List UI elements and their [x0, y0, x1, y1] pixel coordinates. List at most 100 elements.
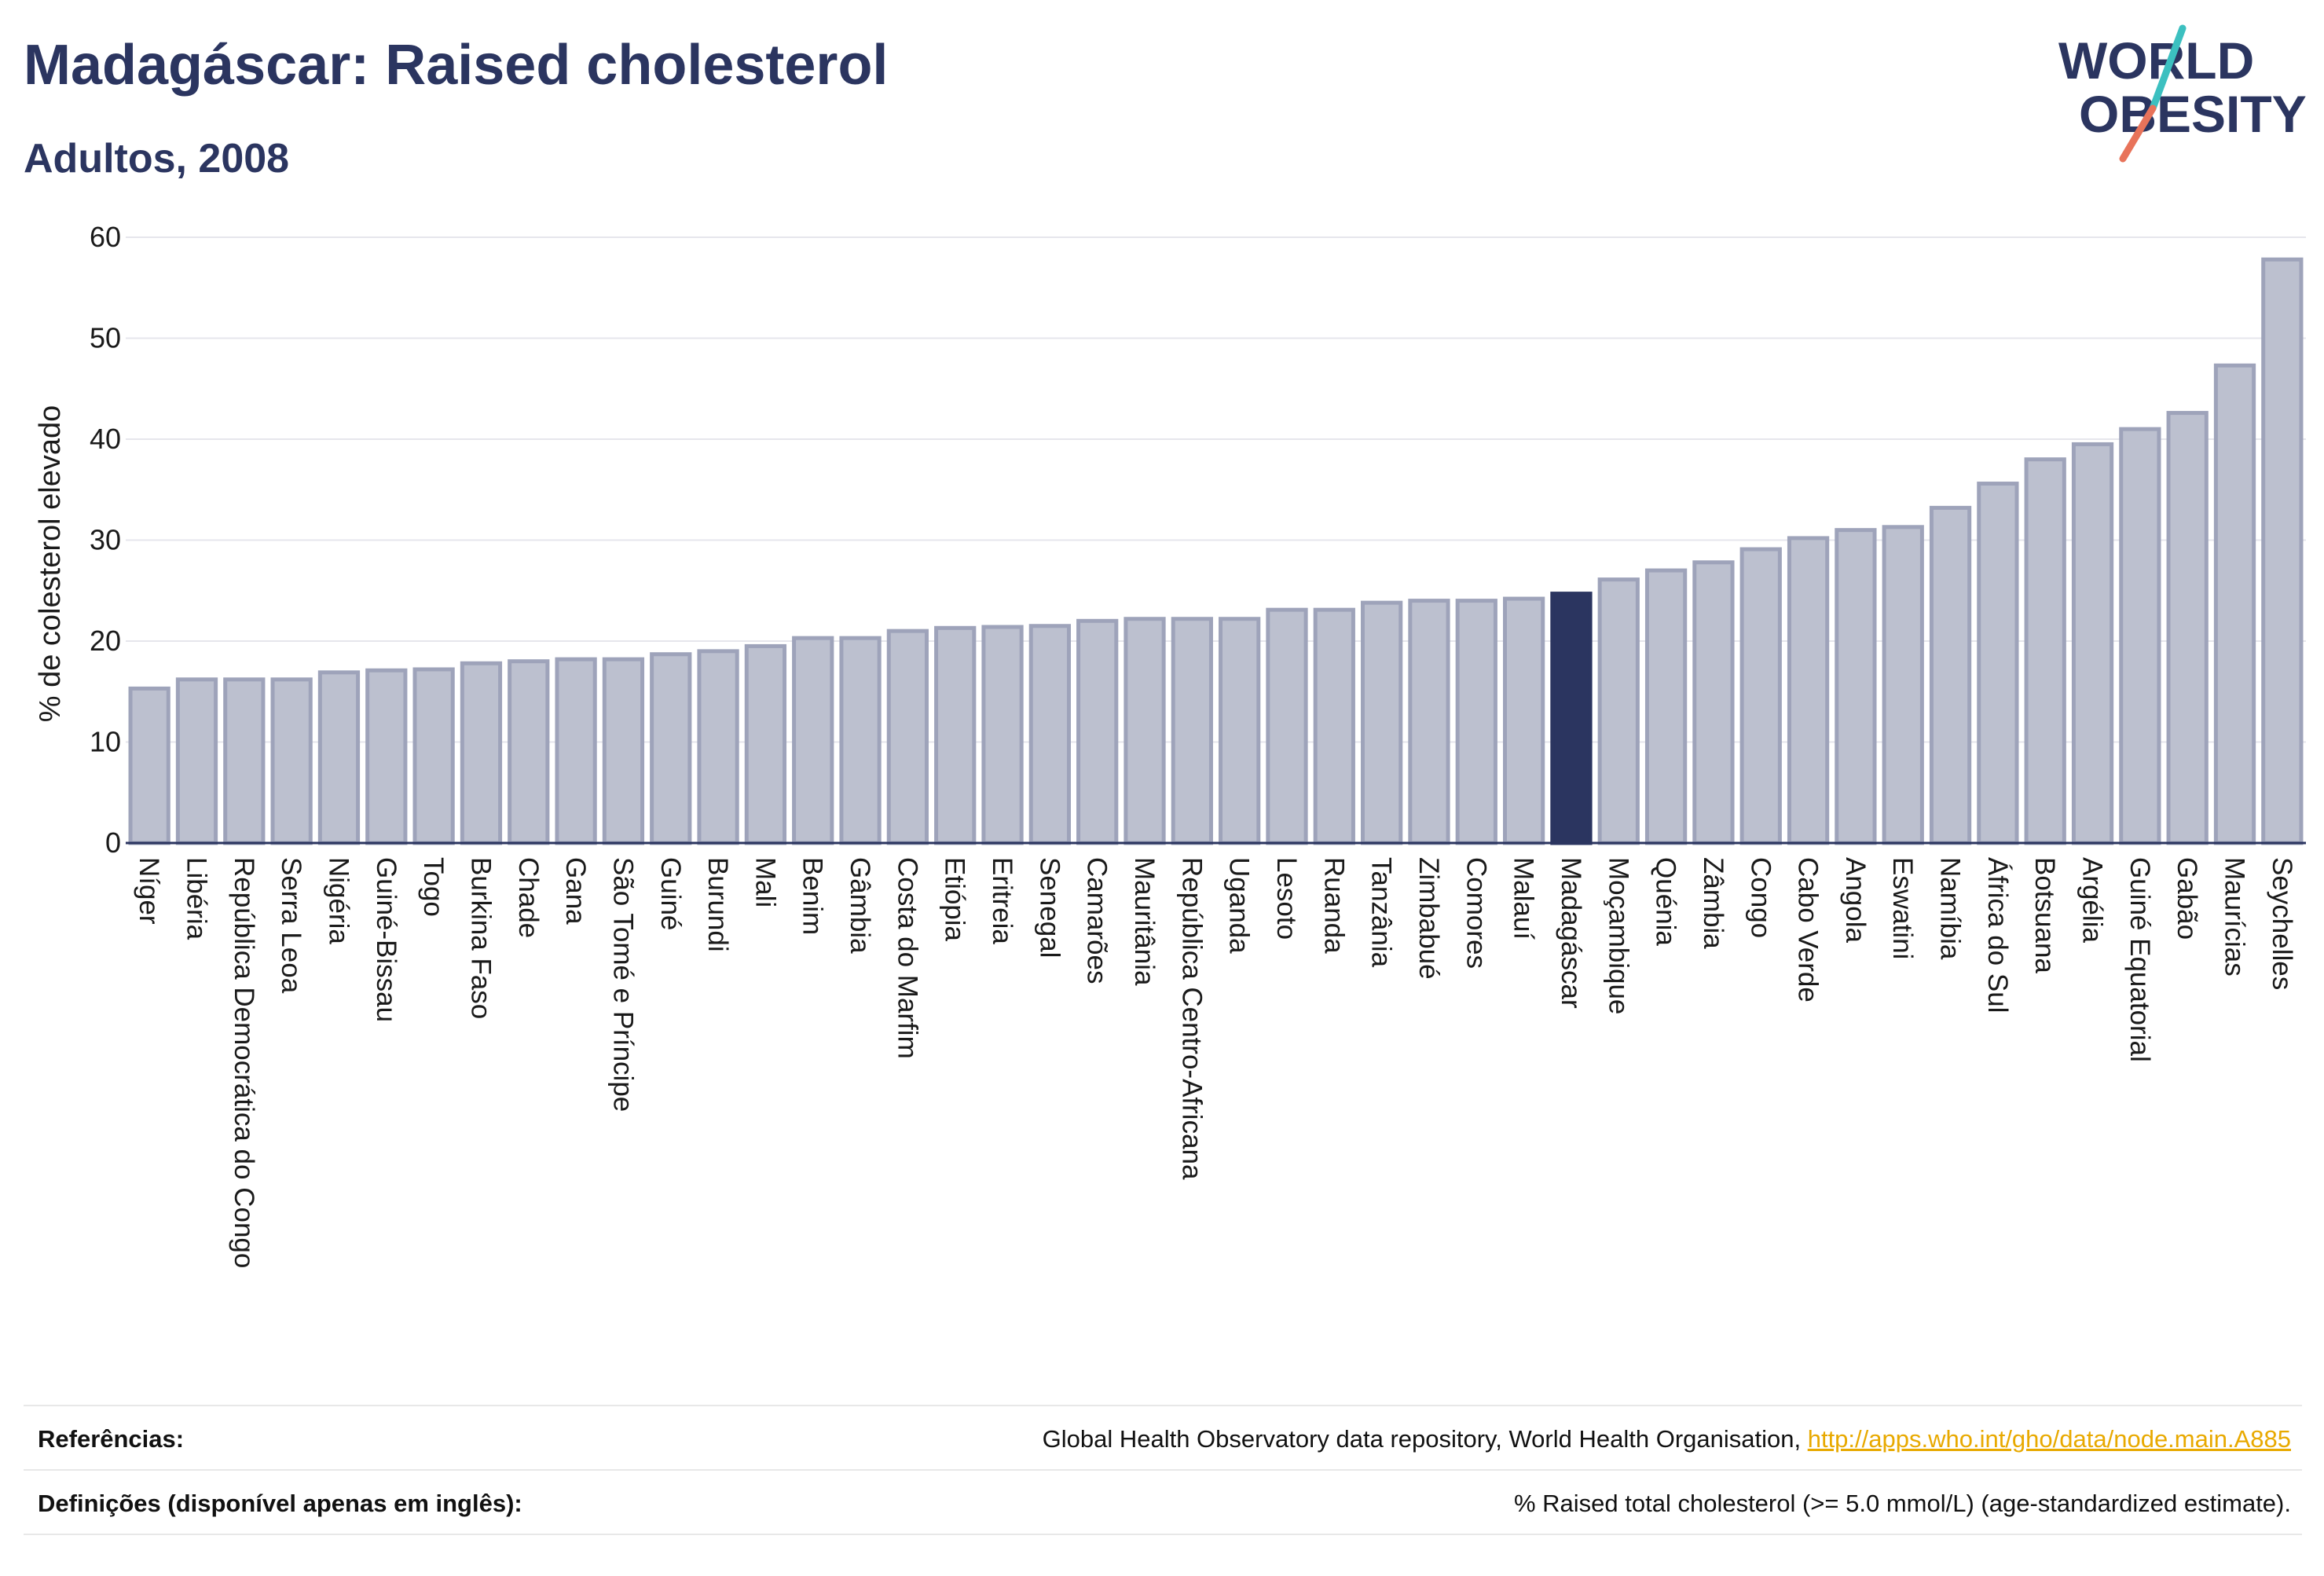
x-tick-label: República Democrática do Congo: [229, 857, 259, 1268]
bar: [1882, 525, 1924, 845]
bar: [697, 649, 739, 845]
bar: [1502, 596, 1545, 845]
definitions-label: Definições (disponível apenas em inglês)…: [38, 1490, 522, 1517]
x-tick-label: Mauritânia: [1129, 857, 1160, 986]
bar: [175, 677, 218, 845]
x-tick-label: Costa do Marfim: [892, 857, 922, 1059]
references-row: Referências: Global Health Observatory d…: [24, 1405, 2302, 1471]
bar: [1361, 600, 1403, 845]
bar: [1787, 536, 1830, 845]
logo-slash-upper: [2149, 24, 2187, 112]
bar: [2261, 257, 2304, 845]
references-link[interactable]: http://apps.who.int/gho/data/node.main.A…: [1807, 1425, 2291, 1453]
bar: [744, 643, 787, 845]
bar: [1076, 618, 1119, 845]
y-tick-label: 20: [90, 625, 121, 657]
definitions-row: Definições (disponível apenas em inglês)…: [24, 1469, 2302, 1535]
bar: [1266, 607, 1308, 845]
logo-line1: WORLD: [2058, 31, 2254, 90]
x-tick-label: Eritreia: [987, 857, 1017, 944]
bar: [602, 657, 645, 845]
x-axis-labels: Níger Libéria República Democrática do Con…: [134, 857, 2297, 1268]
y-tick-label: 30: [90, 524, 121, 556]
bar-chart: 0 10 20 30 40 50 60 Níger Libéria República Demo…: [34, 221, 2306, 1268]
y-axis-label: % de colesterol elevado: [34, 405, 67, 722]
bar: [365, 668, 408, 845]
x-tick-label: Eswatini: [1887, 857, 1918, 959]
bar: [223, 677, 266, 845]
chart-subtitle: Adultos, 2008: [24, 136, 290, 181]
y-tick-label: 50: [90, 322, 121, 354]
x-tick-label: Guiné-Bissau: [371, 857, 401, 1022]
bar: [1597, 577, 1640, 845]
bar: [1455, 599, 1497, 845]
x-tick-label: Zâmbia: [1698, 857, 1728, 949]
bar: [2213, 363, 2256, 845]
x-tick-label: Libéria: [181, 857, 211, 940]
bar: [2166, 411, 2209, 845]
bar: [1977, 482, 2019, 845]
x-tick-label: Guiné Equatorial: [2124, 857, 2155, 1062]
bar: [1644, 568, 1688, 845]
x-tick-label: Madagáscar: [1556, 857, 1586, 1009]
bar: [792, 636, 834, 845]
x-tick-label: Camarões: [1082, 857, 1113, 984]
bar: [1124, 617, 1166, 845]
x-tick-label: Chade: [513, 857, 544, 938]
x-tick-label: África do Sul: [1982, 857, 2013, 1013]
bar: [555, 657, 597, 845]
x-tick-label: Uganda: [1224, 857, 1255, 954]
bar: [1929, 505, 1972, 845]
logo-line2: OBESITY: [2079, 85, 2307, 143]
bar: [886, 629, 929, 845]
x-tick-label: Mali: [750, 857, 780, 907]
y-tick-label: 10: [90, 726, 121, 758]
bar: [1028, 624, 1071, 845]
x-tick-label: Ruanda: [1318, 857, 1349, 954]
x-tick-label: Burkina Faso: [465, 857, 496, 1019]
world-obesity-logo: WORLD OBESITY: [2058, 24, 2307, 163]
bar: [1739, 547, 1782, 845]
x-tick-label: Malauí: [1508, 857, 1539, 940]
x-tick-label: Guiné: [655, 857, 686, 930]
x-tick-label: Gabão: [2172, 857, 2202, 940]
x-tick-label: Níger: [134, 857, 164, 925]
bar: [1219, 617, 1261, 845]
x-tick-label: Quénia: [1651, 857, 1681, 946]
bar-highlighted: [1550, 592, 1593, 845]
x-tick-label: Argélia: [2077, 857, 2108, 943]
bar: [839, 636, 882, 845]
x-tick-label: Gana: [560, 857, 591, 925]
x-tick-label: Tanzânia: [1366, 857, 1397, 968]
x-tick-label: Angola: [1840, 857, 1871, 944]
references-label: Referências:: [38, 1425, 185, 1453]
y-tick-label: 0: [105, 826, 121, 859]
x-tick-label: Congo: [1745, 857, 1776, 938]
x-tick-label: Gâmbia: [845, 857, 875, 954]
x-tick-label: São Tomé e Príncipe: [607, 857, 638, 1112]
bar: [981, 625, 1024, 845]
bar: [412, 667, 455, 845]
bar: [128, 686, 170, 845]
x-tick-label: Etiópia: [940, 857, 970, 942]
x-tick-label: Zimbabué: [1413, 857, 1444, 980]
bar: [1171, 617, 1213, 845]
x-tick-label: Maurícias: [2220, 857, 2250, 977]
bar: [2119, 427, 2161, 845]
bar: [650, 652, 692, 845]
bar: [460, 661, 503, 845]
x-tick-label: Lesoto: [1271, 857, 1302, 940]
bar: [508, 659, 550, 845]
references-value: Global Health Observatory data repositor…: [1043, 1425, 2291, 1453]
bar: [317, 670, 361, 845]
y-tick-label: 60: [90, 221, 121, 253]
bar: [2024, 457, 2066, 845]
x-tick-label: Comores: [1461, 857, 1491, 969]
bar: [934, 625, 977, 845]
x-tick-label: Botsuana: [2029, 857, 2060, 973]
x-tick-label: Senegal: [1034, 857, 1065, 958]
y-axis-ticks: 0 10 20 30 40 50 60: [90, 221, 121, 859]
x-tick-label: Serra Leoa: [276, 857, 306, 994]
references-text: Global Health Observatory data repositor…: [1042, 1425, 1802, 1453]
x-tick-label: Namíbia: [1935, 857, 1966, 960]
